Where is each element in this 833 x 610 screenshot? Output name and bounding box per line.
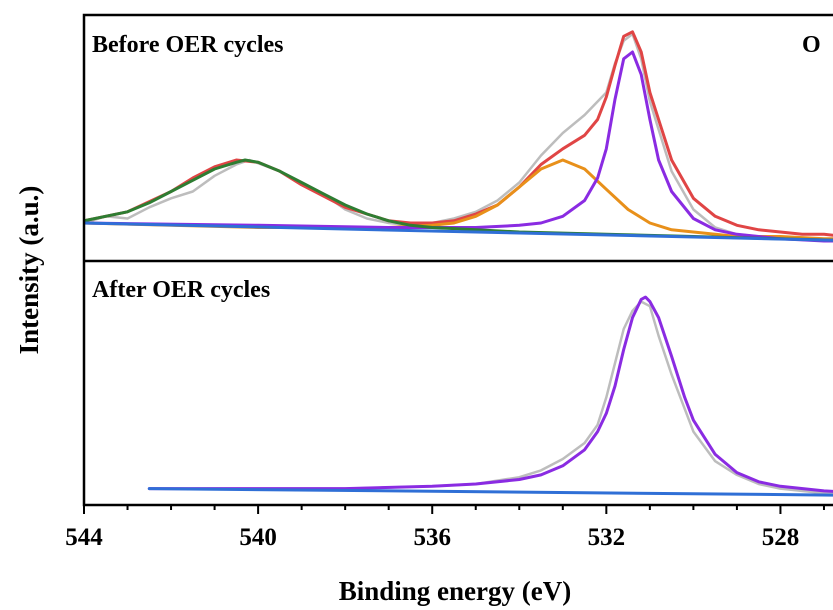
corner-label: O — [802, 32, 821, 58]
before-panel-label: Before OER cycles — [92, 32, 284, 58]
x-tick-label: 536 — [413, 524, 451, 551]
after-component-line-1 — [147, 295, 833, 493]
after-raw-line-0 — [148, 300, 833, 495]
x-axis-ticks: 544 540 536 532 528 — [65, 505, 825, 551]
y-axis-label: Intensity (a.u.) — [14, 186, 44, 355]
before-raw-line-0 — [84, 32, 833, 243]
x-tick-label: 532 — [588, 524, 626, 551]
after-baseline-line-2 — [147, 487, 833, 497]
before-envelope-line-1 — [84, 30, 833, 237]
after-panel-series — [147, 295, 833, 497]
after-panel-label: After OER cycles — [92, 277, 270, 303]
before-component-line-3 — [84, 50, 833, 243]
x-tick-label: 528 — [762, 524, 800, 551]
before-baseline-line-5 — [84, 221, 833, 242]
x-tick-label: 544 — [65, 524, 103, 551]
x-axis-label: Binding energy (eV) — [339, 576, 572, 606]
before-panel-series — [84, 30, 833, 243]
x-tick-label: 540 — [239, 524, 277, 551]
